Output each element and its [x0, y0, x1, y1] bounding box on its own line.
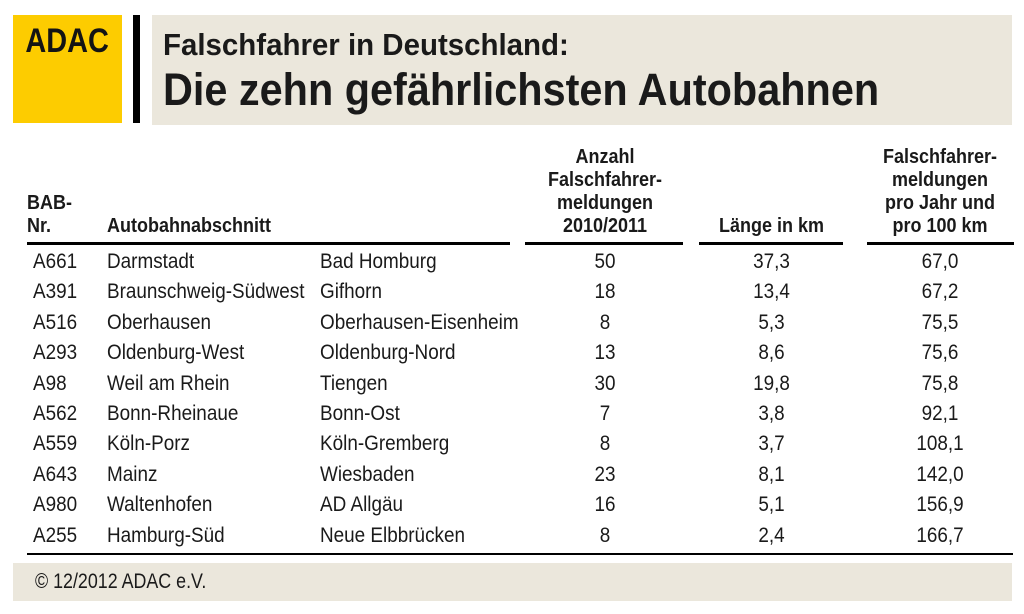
cell-section-to: Köln-Gremberg: [320, 432, 450, 456]
cell-meldungen: 8: [599, 523, 611, 547]
footer: © 12/2012 ADAC e.V.: [13, 563, 1012, 601]
table-row: A255 Hamburg-Süd Neue Elbbrücken 8 2,4 1…: [0, 521, 1024, 551]
table-row: A980 Waltenhofen AD Allgäu 16 5,1 156,9: [0, 490, 1024, 520]
cell-rate: 166,7: [916, 523, 964, 547]
cell-laenge: 8,1: [758, 462, 785, 486]
cell-laenge: 13,4: [753, 280, 790, 304]
cell-rate: 92,1: [921, 401, 959, 425]
header-rule-laenge: [699, 242, 843, 245]
page-title: Die zehn gefährlichsten Autobahnen: [163, 64, 880, 115]
cell-laenge: 8,6: [758, 341, 785, 365]
cell-rate: 75,6: [921, 341, 959, 365]
cell-section-to: Oberhausen-Eisenheim: [320, 310, 519, 334]
table-row: A516 Oberhausen Oberhausen-Eisenheim 8 5…: [0, 308, 1024, 338]
cell-laenge: 19,8: [753, 371, 790, 395]
cell-section-to: Tiengen: [320, 371, 388, 395]
cell-section-to: Oldenburg-Nord: [320, 341, 456, 365]
cell-bab-nr: A255: [33, 523, 78, 547]
cell-section-to: Bad Homburg: [320, 250, 437, 273]
title-subtitle: Falschfahrer in Deutschland:: [163, 27, 569, 62]
cell-laenge: 2,4: [758, 523, 785, 547]
cell-meldungen: 30: [594, 371, 616, 395]
cell-section-from: Oberhausen: [107, 310, 212, 334]
cell-bab-nr: A562: [33, 401, 78, 425]
cell-laenge: 5,3: [758, 310, 785, 334]
cell-rate: 142,0: [916, 462, 964, 486]
cell-meldungen: 13: [594, 341, 616, 365]
cell-rate: 156,9: [916, 493, 964, 517]
cell-section-from: Darmstadt: [107, 250, 195, 273]
cell-meldungen: 50: [594, 250, 616, 273]
cell-section-from: Mainz: [107, 462, 158, 486]
table-body: A661 Darmstadt Bad Homburg 50 37,3 67,0 …: [0, 247, 1024, 551]
column-header-laenge: Länge in km: [718, 215, 825, 237]
cell-meldungen: 23: [594, 462, 616, 486]
cell-section-from: Köln-Porz: [107, 432, 190, 456]
cell-laenge: 5,1: [758, 493, 785, 517]
header-rule-rate: [867, 242, 1014, 245]
logo-divider: [133, 15, 140, 123]
cell-rate: 75,8: [921, 371, 959, 395]
cell-rate: 75,5: [921, 310, 959, 334]
cell-section-from: Oldenburg-West: [107, 341, 245, 365]
adac-logo-text: ADAC: [25, 22, 110, 60]
cell-meldungen: 7: [599, 401, 611, 425]
table-row: A661 Darmstadt Bad Homburg 50 37,3 67,0: [0, 247, 1024, 277]
cell-section-to: Gifhorn: [320, 280, 382, 304]
table-row: A559 Köln-Porz Köln-Gremberg 8 3,7 108,1: [0, 429, 1024, 459]
cell-meldungen: 8: [599, 310, 611, 334]
cell-bab-nr: A980: [33, 493, 78, 517]
cell-meldungen: 16: [594, 493, 616, 517]
cell-rate: 67,2: [921, 280, 959, 304]
cell-meldungen: 8: [599, 432, 611, 456]
cell-section-to: Bonn-Ost: [320, 401, 400, 425]
cell-bab-nr: A98: [33, 371, 67, 395]
cell-bab-nr: A293: [33, 341, 78, 365]
cell-section-to: Wiesbaden: [320, 462, 415, 486]
column-header-autobahnabschnitt: Autobahnabschnitt: [107, 215, 271, 237]
cell-section-from: Bonn-Rheinaue: [107, 401, 239, 425]
header-rule-anzahl: [525, 242, 683, 245]
column-header-bab-nr: BAB- Nr.: [27, 192, 72, 237]
cell-section-from: Weil am Rhein: [107, 371, 230, 395]
cell-bab-nr: A391: [33, 280, 78, 304]
cell-laenge: 3,7: [758, 432, 785, 456]
table-header: BAB- Nr. Autobahnabschnitt Anzahl Falsch…: [0, 0, 1024, 238]
column-header-meldungen-pro-100km: Falschfahrer- meldungen pro Jahr und pro…: [882, 146, 998, 237]
column-header-anzahl-meldungen: Anzahl Falschfahrer- meldungen 2010/2011: [547, 146, 663, 237]
adac-logo: ADAC: [13, 15, 122, 123]
cell-section-from: Braunschweig-Südwest: [107, 280, 305, 304]
cell-laenge: 37,3: [753, 250, 790, 273]
header-rule-abschnitt: [27, 242, 510, 245]
cell-meldungen: 18: [594, 280, 616, 304]
cell-section-to: AD Allgäu: [320, 493, 404, 517]
table-row: A562 Bonn-Rheinaue Bonn-Ost 7 3,8 92,1: [0, 399, 1024, 429]
cell-rate: 67,0: [921, 250, 959, 273]
table-row: A643 Mainz Wiesbaden 23 8,1 142,0: [0, 460, 1024, 490]
cell-bab-nr: A643: [33, 462, 78, 486]
cell-section-to: Neue Elbbrücken: [320, 523, 465, 547]
table-row: A391 Braunschweig-Südwest Gifhorn 18 13,…: [0, 277, 1024, 307]
cell-laenge: 3,8: [758, 401, 785, 425]
cell-bab-nr: A661: [33, 250, 78, 273]
table-row: A293 Oldenburg-West Oldenburg-Nord 13 8,…: [0, 338, 1024, 368]
table-row: A98 Weil am Rhein Tiengen 30 19,8 75,8: [0, 369, 1024, 399]
cell-section-from: Hamburg-Süd: [107, 523, 225, 547]
title-box: Falschfahrer in Deutschland: Die zehn ge…: [152, 15, 1012, 125]
copyright-text: © 12/2012 ADAC e.V.: [35, 570, 207, 593]
cell-bab-nr: A516: [33, 310, 78, 334]
cell-bab-nr: A559: [33, 432, 78, 456]
table-bottom-rule: [27, 553, 1013, 555]
cell-section-from: Waltenhofen: [107, 493, 213, 517]
cell-rate: 108,1: [916, 432, 964, 456]
